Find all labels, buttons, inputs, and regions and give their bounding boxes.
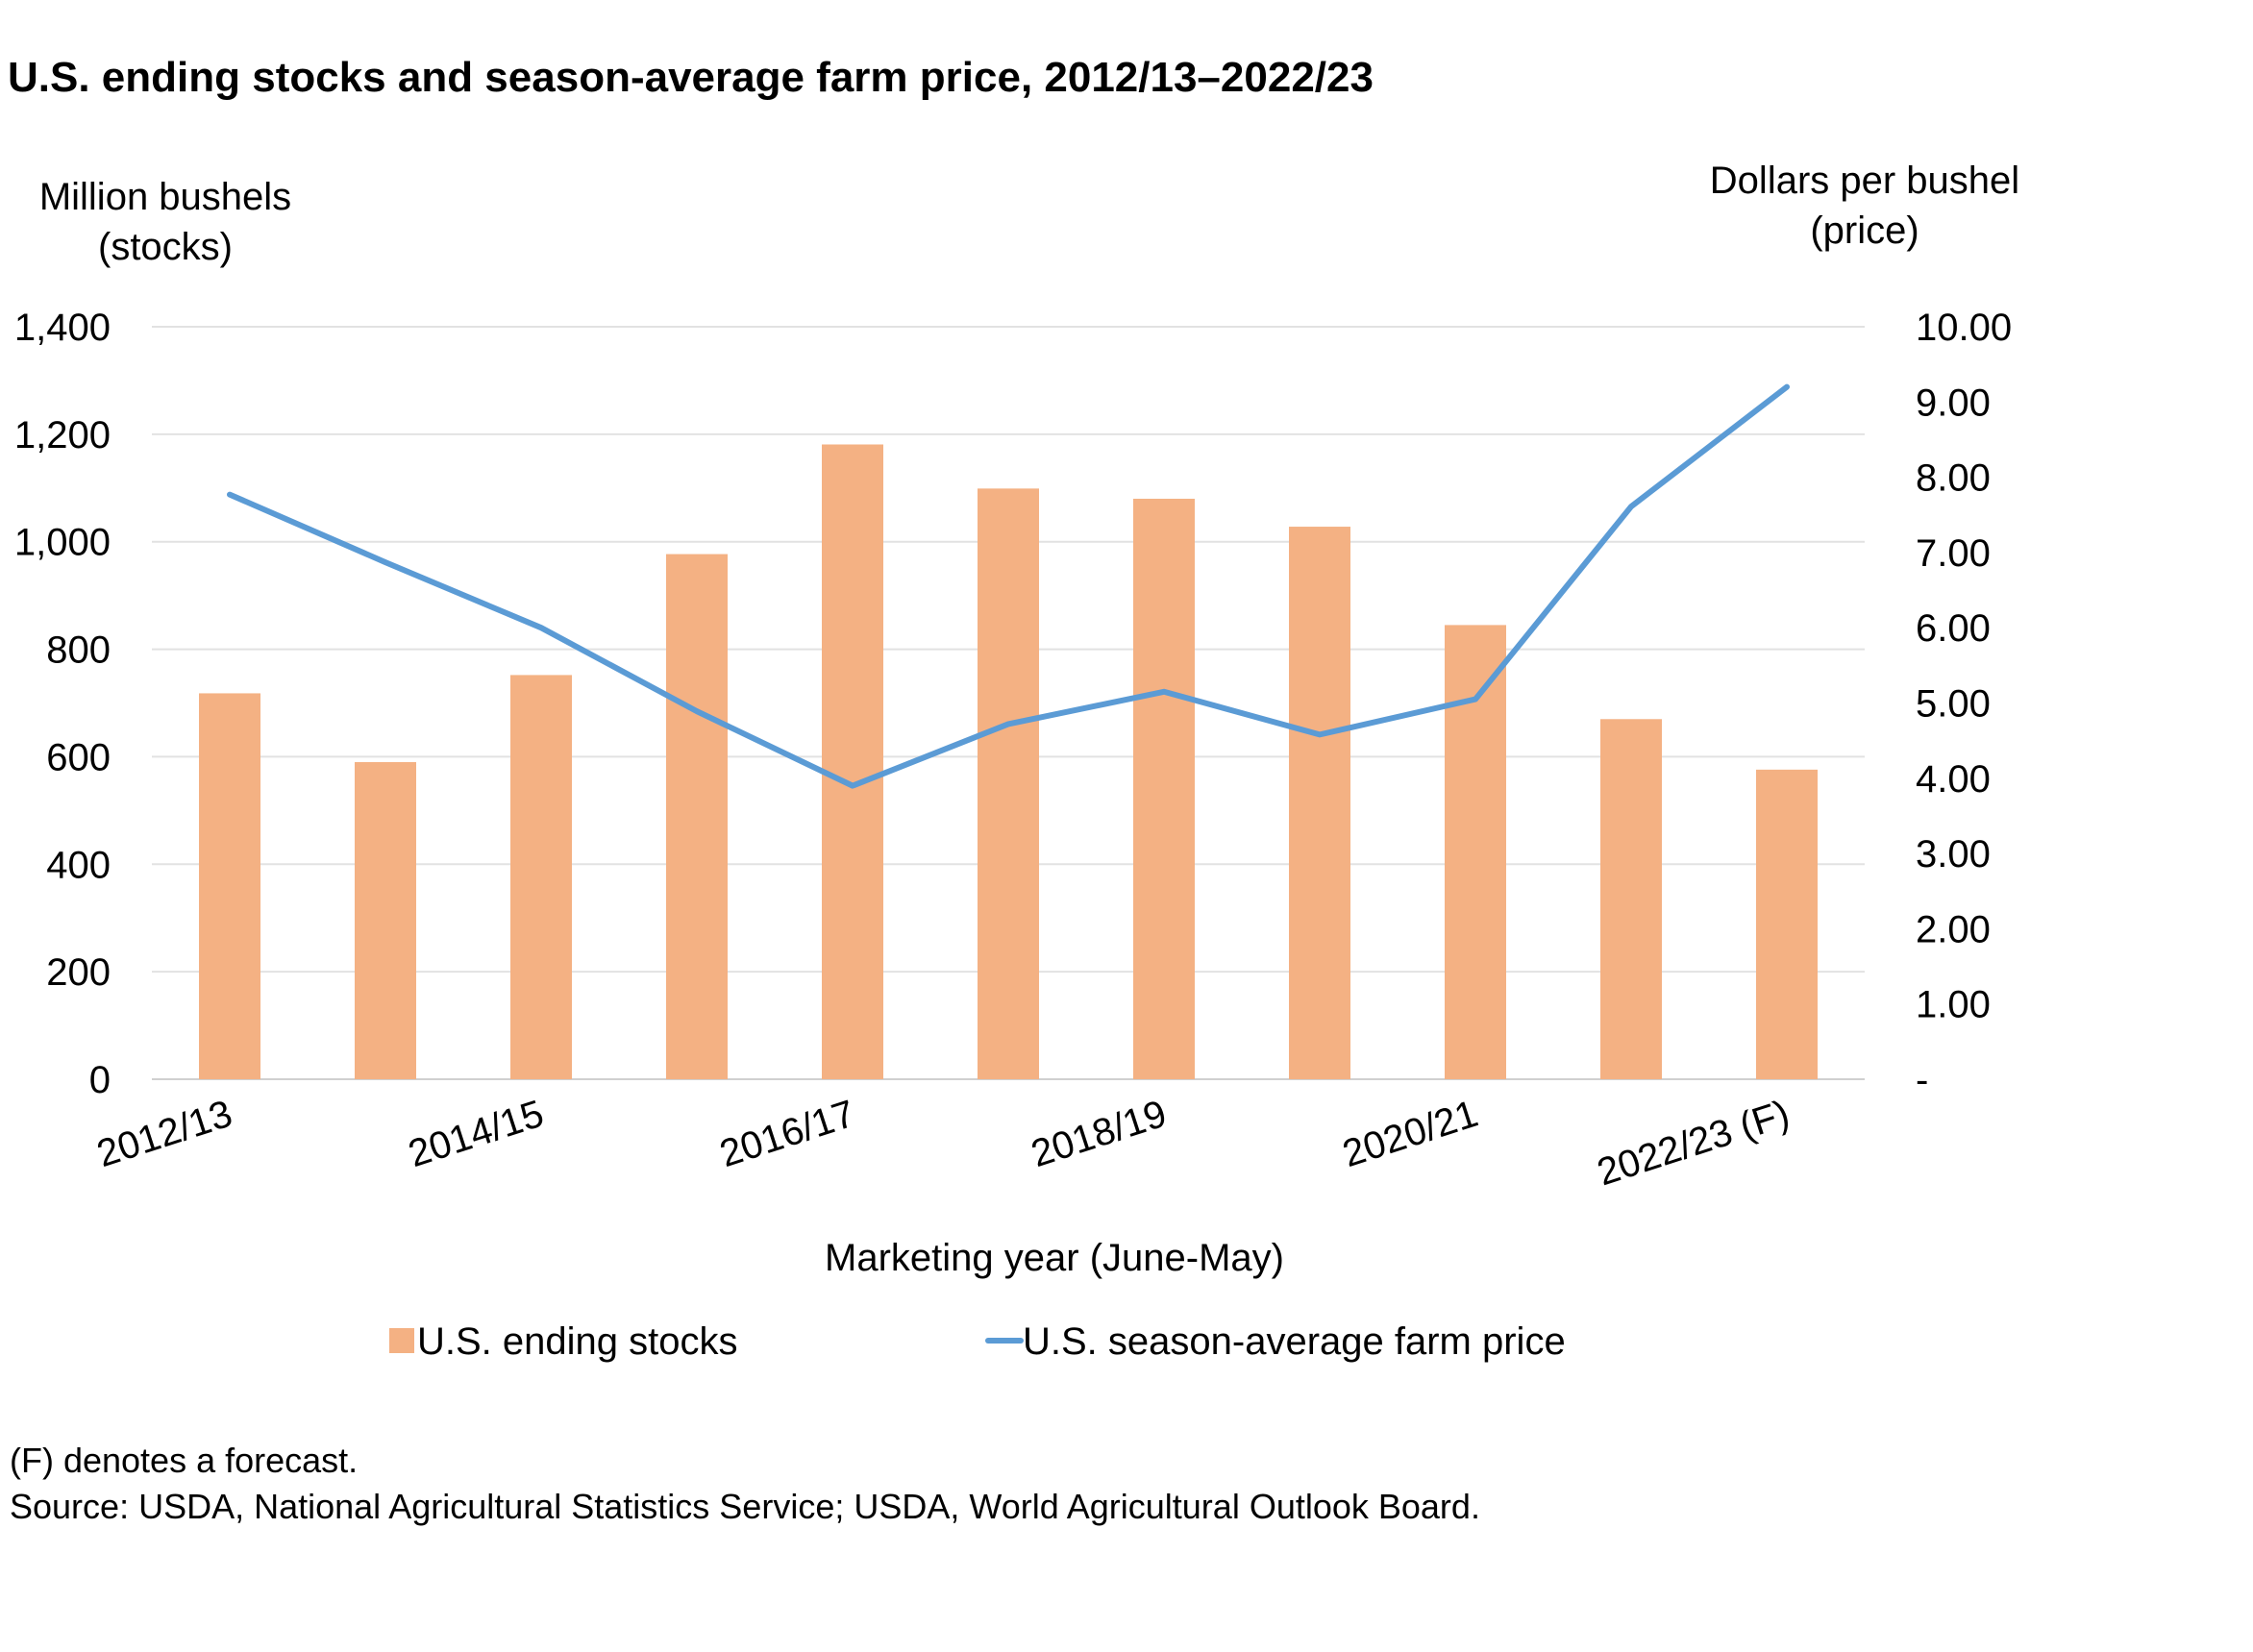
right-tick-label: 2.00 xyxy=(1916,908,1991,950)
left-tick-label: 200 xyxy=(46,951,111,994)
legend: U.S. ending stocks U.S. season-average f… xyxy=(389,1320,1566,1363)
right-tick-label: - xyxy=(1916,1059,1928,1101)
right-tick-label: 8.00 xyxy=(1916,457,1991,500)
right-axis-title-line1: Dollars per bushel xyxy=(1710,160,2019,202)
price-line xyxy=(227,383,1790,789)
bar xyxy=(1756,769,1818,1079)
legend-label-farm-price: U.S. season-average farm price xyxy=(1023,1320,1566,1363)
x-tick-label: 2018/19 xyxy=(1027,1093,1172,1176)
x-axis-title: Marketing year (June-May) xyxy=(825,1237,1284,1279)
x-tick-label: 2020/21 xyxy=(1338,1093,1483,1176)
right-tick-label: 7.00 xyxy=(1916,532,1991,575)
left-tick-label: 800 xyxy=(46,629,111,672)
bar xyxy=(666,554,728,1079)
legend-swatch-ending-stocks xyxy=(389,1328,414,1353)
left-tick-label: 1,400 xyxy=(14,307,111,349)
bar xyxy=(1289,527,1350,1079)
bar xyxy=(1600,719,1662,1079)
right-tick-label: 10.00 xyxy=(1916,307,2012,349)
bar xyxy=(978,488,1039,1080)
x-tick-label: 2012/13 xyxy=(92,1093,237,1176)
right-axis-title-line2: (price) xyxy=(1810,210,1919,252)
bar xyxy=(1133,498,1195,1079)
right-tick-label: 1.00 xyxy=(1916,984,1991,1026)
bar xyxy=(822,444,883,1079)
legend-label-ending-stocks: U.S. ending stocks xyxy=(417,1320,738,1363)
bar xyxy=(1445,625,1506,1079)
left-tick-label: 600 xyxy=(46,736,111,778)
right-tick-label: 5.00 xyxy=(1916,683,1991,726)
x-tick-label: 2016/17 xyxy=(715,1093,860,1176)
x-axis-ticks: 2012/13 2014/15 2016/17 2018/19 2020/21 2022/… xyxy=(92,1093,1795,1195)
x-tick-label: 2014/15 xyxy=(404,1093,549,1176)
left-axis-title-line2: (stocks) xyxy=(98,226,233,268)
right-tick-label: 3.00 xyxy=(1916,833,1991,875)
bar-series-ending-stocks xyxy=(199,444,1818,1080)
bar xyxy=(199,693,260,1079)
chart-title: U.S. ending stocks and season-average fa… xyxy=(8,54,1374,101)
bar xyxy=(510,675,572,1079)
source-note: Source: USDA, National Agricultural Stat… xyxy=(10,1487,1480,1526)
left-tick-label: 1,000 xyxy=(14,522,111,564)
left-tick-label: 1,200 xyxy=(14,414,111,456)
left-tick-label: 400 xyxy=(46,844,111,886)
right-axis-ticks: - 1.00 2.00 3.00 4.00 5.00 6.00 7.00 8.00 9.00 10.… xyxy=(1916,307,2012,1101)
left-axis-title-line1: Million bushels xyxy=(39,176,291,218)
left-axis-ticks: 0 200 400 600 800 1,000 1,200 1,400 xyxy=(14,307,111,1101)
bar xyxy=(355,762,416,1079)
left-tick-label: 0 xyxy=(89,1059,111,1101)
forecast-note: (F) denotes a forecast. xyxy=(10,1441,358,1480)
right-tick-label: 6.00 xyxy=(1916,607,1991,650)
x-tick-label: 2022/23 (F) xyxy=(1593,1093,1795,1195)
right-tick-label: 4.00 xyxy=(1916,758,1991,801)
line-series-farm-price xyxy=(227,383,1790,789)
right-tick-label: 9.00 xyxy=(1916,382,1991,424)
